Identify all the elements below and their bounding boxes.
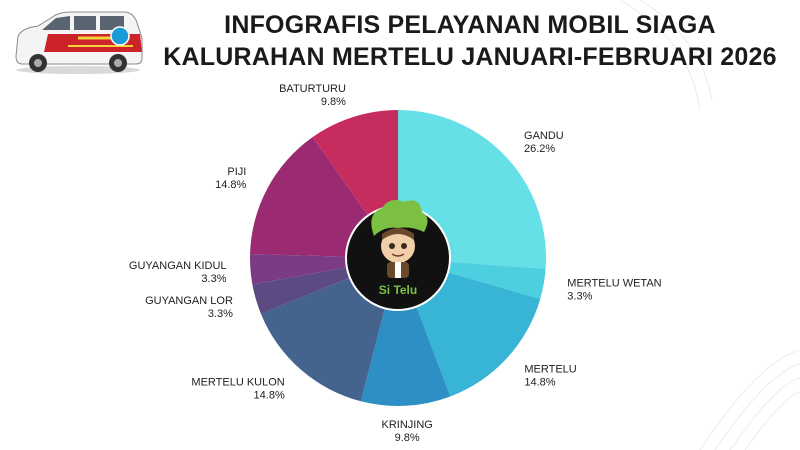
value-label-mertelu-wetan: 3.3% <box>567 290 592 302</box>
ambulance-car-icon <box>15 11 143 74</box>
value-label-mertelu: 14.8% <box>524 377 555 389</box>
label-baturturu: BATURTURU <box>279 83 346 95</box>
mascot-icon <box>371 200 428 278</box>
value-label-krinjing: 9.8% <box>395 432 420 444</box>
label-guyangan-lor: GUYANGAN LOR <box>145 295 233 307</box>
value-label-guyangan-lor: 3.3% <box>208 308 233 320</box>
label-piji: PIJI <box>227 166 246 178</box>
label-krinjing: KRINJING <box>382 419 433 431</box>
page-title-line-1: INFOGRAFIS PELAYANAN MOBIL SIAGA <box>224 11 716 39</box>
value-label-baturturu: 9.8% <box>321 96 346 108</box>
label-mertelu-kulon: MERTELU KULON <box>191 376 284 388</box>
label-gandu: GANDU <box>524 130 564 142</box>
value-label-guyangan-kidul: 3.3% <box>201 273 226 285</box>
label-guyangan-kidul: GUYANGAN KIDUL <box>129 260 227 272</box>
value-label-mertelu-kulon: 14.8% <box>254 389 285 401</box>
mascot-logo-text: Si Telu <box>379 283 417 297</box>
value-label-gandu: 26.2% <box>524 143 555 155</box>
label-mertelu-wetan: MERTELU WETAN <box>567 277 661 289</box>
label-mertelu: MERTELU <box>524 364 576 376</box>
value-label-piji: 14.8% <box>215 179 246 191</box>
slice-krinjing <box>360 258 451 406</box>
page-title-line-2: KALURAHAN MERTELU JANUARI-FEBRUARI 2026 <box>163 43 777 71</box>
